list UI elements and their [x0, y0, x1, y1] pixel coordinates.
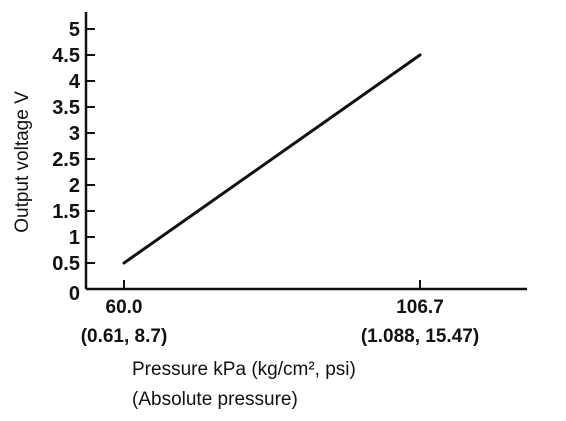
y-tick-label: 1.5: [52, 201, 80, 223]
y-tick-label: 3.5: [52, 97, 80, 119]
x-tick-label: 106.7: [396, 297, 444, 318]
y-tick-label: 1: [69, 227, 80, 249]
y-tick-label: 2.5: [52, 149, 80, 171]
series-group: [122, 53, 422, 265]
y-tick-label: 2: [69, 175, 80, 197]
y-tick-label: 0.5: [52, 253, 80, 275]
x-axis-ticks: 60.0 (0.61, 8.7) 106.7 (1.088, 15.47): [81, 280, 479, 347]
y-tick-label: 4.5: [52, 45, 80, 67]
x-axis-title-note: (Absolute pressure): [132, 389, 298, 410]
x-tick-sublabel: (1.088, 15.47): [361, 326, 479, 347]
x-axis-title: Pressure kPa (kg/cm², psi): [132, 359, 356, 380]
y-tick-label: 3: [69, 123, 80, 145]
x-tick-sublabel: (0.61, 8.7): [81, 326, 168, 347]
output-voltage-series-line: [122, 53, 422, 265]
y-tick-label: 4: [69, 71, 81, 93]
x-tick-label: 60.0: [106, 297, 143, 318]
y-axis-ticks: 0 0.5 1 1.5 2 2.5 3 3.5 4 4.5 5: [52, 19, 95, 305]
y-tick-label: 5: [69, 19, 80, 41]
y-axis-title: Output voltage V: [12, 91, 33, 233]
y-tick-label: 0: [69, 283, 80, 305]
